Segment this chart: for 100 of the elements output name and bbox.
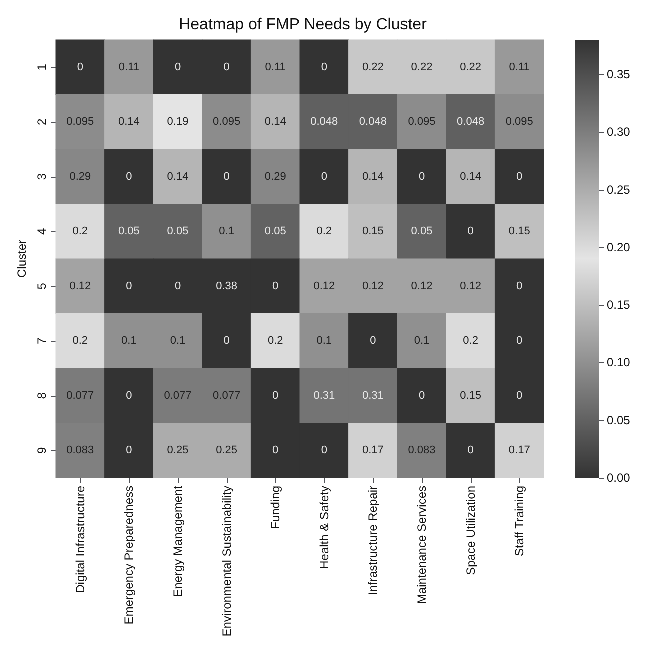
data-label: 0.14	[460, 170, 482, 183]
y-tick-label: 1	[35, 64, 49, 71]
y-tick-label: 8	[35, 392, 49, 400]
y-tick-label: 4	[35, 228, 49, 235]
x-tick-label: Staff Training	[512, 486, 527, 556]
x-tick-label: Health & Safety	[317, 486, 332, 570]
data-label: 0	[321, 61, 328, 74]
data-label: 0.11	[265, 61, 286, 74]
x-tick-label: Space Utilization	[464, 486, 478, 576]
data-label: 0.11	[509, 61, 530, 74]
data-label: 0.048	[457, 116, 485, 128]
data-label: 0.1	[316, 335, 332, 348]
data-label: 0	[321, 444, 328, 457]
data-label: 0.11	[118, 61, 140, 74]
data-label: 0	[418, 170, 426, 183]
data-label: 0.29	[264, 170, 286, 183]
data-label: 0.05	[118, 226, 140, 238]
data-label: 0.077	[164, 390, 192, 402]
data-label: 0	[516, 335, 523, 348]
data-label: 0.1	[219, 226, 234, 238]
data-label: 0	[516, 280, 523, 292]
data-label: 0.095	[506, 116, 534, 128]
data-label: 0.17	[508, 444, 530, 457]
data-label: 0.2	[72, 335, 88, 348]
y-tick-label: 5	[35, 282, 49, 290]
data-label: 0	[174, 61, 182, 74]
data-label: 0	[126, 280, 132, 292]
data-label: 0	[272, 390, 279, 402]
data-label: 0.083	[408, 444, 436, 457]
data-label: 0.31	[314, 390, 336, 402]
data-label: 0	[370, 335, 376, 348]
data-label: 0.077	[66, 390, 94, 402]
data-label: 0.22	[411, 61, 433, 74]
color-bar-label: 0.00	[607, 471, 631, 485]
data-label: 0.05	[167, 226, 189, 238]
data-label: 0.14	[362, 170, 384, 183]
data-label: 0.05	[264, 226, 286, 238]
data-label: 0	[224, 335, 230, 348]
data-label: 0.1	[170, 335, 186, 348]
data-label: 0.31	[362, 390, 384, 402]
data-label: 0.095	[66, 116, 94, 128]
data-label: 0.38	[216, 280, 238, 292]
x-tick-label: Energy Management	[171, 485, 185, 598]
data-label: 0	[321, 170, 328, 183]
data-label: 0	[272, 280, 279, 292]
color-bar-label: 0.10	[607, 356, 631, 370]
x-tick-label: Environmental Sustainability	[220, 486, 234, 637]
data-label: 0	[468, 226, 474, 238]
color-bar-label: 0.05	[607, 413, 631, 428]
data-label: 0	[516, 170, 523, 183]
data-label: 0.2	[268, 335, 284, 348]
x-tick-label: Emergency Preparedness	[122, 486, 136, 625]
data-label: 0	[516, 390, 523, 402]
data-label: 0.2	[316, 226, 332, 238]
y-tick-label: 9	[35, 446, 49, 454]
data-label: 0.15	[460, 390, 482, 402]
color-bar-label: 0.15	[607, 298, 631, 312]
data-label: 0.048	[310, 116, 338, 128]
data-label: 0.12	[70, 280, 92, 292]
data-label: 0.095	[213, 116, 241, 128]
data-label: 0.2	[463, 335, 478, 348]
data-label: 0.095	[408, 116, 436, 128]
data-label: 0.29	[70, 170, 92, 183]
data-label: 0.083	[66, 444, 94, 457]
data-label: 0.12	[362, 280, 384, 292]
data-label: 0.077	[213, 390, 241, 402]
data-label: 0.19	[167, 116, 189, 128]
color-bar-label: 0.20	[607, 240, 631, 254]
data-label: 0.05	[411, 226, 433, 238]
color-bar-label: 0.30	[607, 125, 631, 140]
x-tick-label: Funding	[268, 486, 283, 530]
data-label: 0	[272, 444, 279, 457]
color-bar-label: 0.35	[607, 68, 631, 82]
y-tick-label: 7	[35, 337, 49, 344]
data-label: 0.12	[460, 280, 482, 292]
data-label: 0.048	[359, 116, 387, 128]
data-label: 0.14	[264, 116, 286, 128]
data-label: 0.1	[122, 335, 137, 348]
data-label: 0.14	[118, 116, 140, 128]
data-label: 0.14	[167, 170, 189, 183]
data-label: 0.2	[72, 226, 88, 238]
data-label: 0.1	[414, 335, 430, 348]
x-tick-label: Infrastructure Repair	[366, 486, 380, 596]
data-label: 0	[126, 390, 132, 402]
data-label: 0	[224, 170, 230, 183]
data-label: 0.22	[362, 61, 384, 74]
color-bar-label: 0.25	[607, 182, 631, 197]
data-label: 0.25	[216, 444, 238, 457]
data-label: 0.17	[362, 444, 384, 457]
data-label: 0	[77, 61, 84, 74]
data-label: 0	[126, 444, 132, 457]
data-label: 0	[468, 444, 474, 457]
data-label: 0	[418, 390, 426, 402]
data-label: 0.12	[314, 280, 336, 292]
x-tick-label: Maintenance Services	[415, 486, 429, 604]
data-label: 0	[224, 61, 230, 74]
x-tick-label: Digital Infrastructure	[73, 486, 88, 594]
chart-title: Heatmap of FMP Needs by Cluster	[179, 16, 428, 34]
y-tick-label: 2	[35, 118, 49, 126]
y-tick-label: 3	[35, 173, 49, 180]
